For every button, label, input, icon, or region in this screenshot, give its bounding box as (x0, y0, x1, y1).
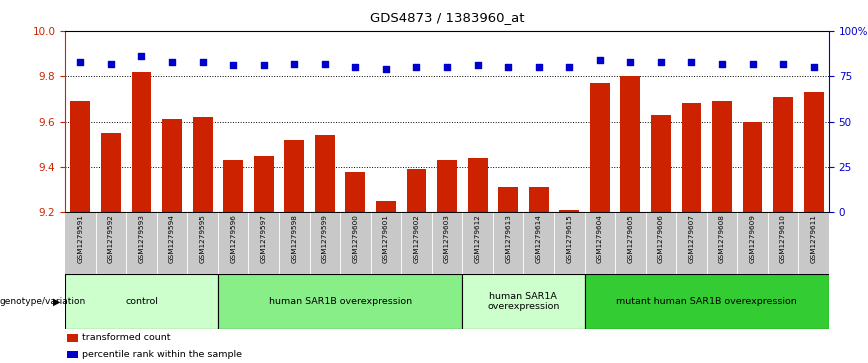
Text: GSM1279598: GSM1279598 (292, 214, 297, 263)
Bar (67, 351, 78, 358)
Bar (376, 201, 396, 212)
Text: GSM1279591: GSM1279591 (77, 214, 83, 263)
Point (470, 62, 484, 68)
Text: GSM1279601: GSM1279601 (383, 214, 389, 263)
Bar (463, 274, 584, 329)
Point (165, 59, 179, 65)
Bar (65, 274, 218, 329)
Bar (253, 156, 273, 212)
Text: GSM1279596: GSM1279596 (230, 214, 236, 263)
Text: GSM1279604: GSM1279604 (597, 214, 602, 263)
Text: transformed count: transformed count (82, 333, 170, 342)
Text: GSM1279594: GSM1279594 (169, 214, 175, 263)
Text: GSM1279602: GSM1279602 (413, 214, 419, 263)
Text: GSM1279608: GSM1279608 (719, 214, 725, 263)
Text: GSM1279611: GSM1279611 (811, 214, 817, 263)
Text: genotype/variation: genotype/variation (0, 297, 86, 306)
Point (74, 59, 88, 65)
Text: GSM1279615: GSM1279615 (566, 214, 572, 263)
Text: human SAR1B overexpression: human SAR1B overexpression (268, 297, 411, 306)
Text: GSM1279614: GSM1279614 (536, 214, 542, 263)
Bar (315, 135, 335, 212)
Point (348, 64, 362, 70)
Text: percentile rank within the sample: percentile rank within the sample (82, 350, 242, 359)
Point (227, 62, 240, 68)
Point (195, 59, 209, 65)
Bar (345, 172, 365, 212)
Text: GSM1279612: GSM1279612 (475, 214, 481, 263)
Point (287, 61, 301, 66)
Bar (193, 117, 213, 212)
Bar (437, 160, 457, 212)
Point (654, 59, 667, 65)
Bar (681, 103, 701, 212)
Bar (559, 210, 579, 212)
Text: GSM1279613: GSM1279613 (505, 214, 511, 263)
Point (379, 66, 393, 72)
Bar (590, 83, 609, 212)
Bar (218, 274, 463, 329)
Text: GSM1279603: GSM1279603 (444, 214, 450, 263)
Text: mutant human SAR1B overexpression: mutant human SAR1B overexpression (616, 297, 797, 306)
Point (440, 64, 454, 70)
Point (532, 64, 546, 70)
Point (410, 64, 424, 70)
Bar (132, 72, 151, 212)
Point (746, 61, 760, 66)
Bar (743, 122, 762, 212)
Point (501, 64, 515, 70)
Bar (162, 119, 182, 212)
Bar (285, 140, 304, 212)
Point (135, 53, 148, 59)
Bar (529, 187, 549, 212)
Text: GSM1279609: GSM1279609 (750, 214, 755, 263)
Bar (101, 133, 121, 212)
Bar (468, 158, 488, 212)
Point (257, 62, 271, 68)
Point (623, 59, 637, 65)
Point (593, 57, 607, 63)
Text: human SAR1A
overexpression: human SAR1A overexpression (487, 291, 560, 311)
Bar (773, 97, 793, 212)
Point (685, 59, 699, 65)
Bar (223, 160, 243, 212)
Bar (621, 76, 641, 212)
Bar (70, 101, 90, 212)
Point (318, 61, 332, 66)
Text: GSM1279597: GSM1279597 (260, 214, 266, 263)
Text: GSM1279610: GSM1279610 (780, 214, 786, 263)
Text: GSM1279593: GSM1279593 (139, 214, 144, 263)
Bar (67, 334, 78, 342)
Text: GSM1279605: GSM1279605 (628, 214, 634, 263)
Text: GSM1279607: GSM1279607 (688, 214, 694, 263)
Point (104, 61, 118, 66)
Text: GSM1279600: GSM1279600 (352, 214, 358, 263)
Point (715, 61, 729, 66)
Bar (651, 115, 671, 212)
Text: control: control (125, 297, 158, 306)
Bar (406, 169, 426, 212)
Bar (804, 92, 824, 212)
Text: GSM1279595: GSM1279595 (200, 214, 206, 263)
Text: GDS4873 / 1383960_at: GDS4873 / 1383960_at (370, 11, 524, 24)
Bar (712, 101, 732, 212)
Text: GSM1279606: GSM1279606 (658, 214, 664, 263)
Bar (584, 274, 829, 329)
Point (776, 61, 790, 66)
Text: GSM1279592: GSM1279592 (108, 214, 114, 263)
Text: ▶: ▶ (53, 296, 61, 306)
Bar (498, 187, 518, 212)
Point (562, 64, 576, 70)
Point (806, 64, 820, 70)
Text: GSM1279599: GSM1279599 (322, 214, 328, 263)
